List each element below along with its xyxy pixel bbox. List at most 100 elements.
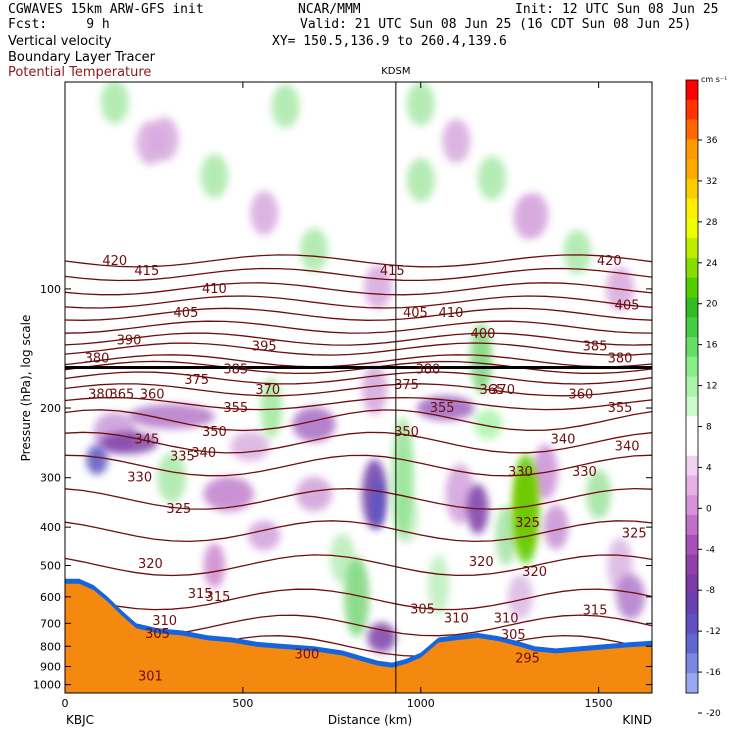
w-blob xyxy=(128,403,215,429)
theta-label: 305 xyxy=(145,627,170,642)
colorbar-swatch xyxy=(686,317,698,338)
w-blob xyxy=(157,452,187,503)
theta-contour xyxy=(65,588,652,611)
theta-label: 325 xyxy=(515,516,540,531)
y-axis-label: Pressure (hPa), log scale xyxy=(19,315,33,462)
w-blob xyxy=(495,505,517,566)
w-blob xyxy=(513,195,542,239)
theta-label: 295 xyxy=(515,652,540,667)
colorbar-swatch xyxy=(686,356,698,378)
colorbar-swatch xyxy=(686,435,698,457)
w-blob xyxy=(616,574,646,620)
terrain xyxy=(65,578,652,693)
model-title: CGWAVES 15km ARW-GFS init xyxy=(8,2,204,17)
w-blob xyxy=(200,154,229,198)
w-blob xyxy=(86,444,108,475)
colorbar-swatch xyxy=(686,257,698,279)
theta-label: 400 xyxy=(471,327,496,342)
theta-label: 350 xyxy=(202,425,227,440)
colorbar-swatch xyxy=(686,653,698,674)
theta-label: 340 xyxy=(615,439,640,454)
theta-label: 340 xyxy=(191,446,216,461)
colorbar-swatch xyxy=(686,337,698,358)
colorbar-swatch xyxy=(686,376,698,397)
xy-endpoints: XY= 150.5,136.9 to 260.4,139.6 xyxy=(272,34,507,49)
theta-label: 405 xyxy=(615,298,640,313)
w-blob xyxy=(136,121,165,165)
colorbar-label: 4 xyxy=(706,463,712,473)
colorbar-swatch xyxy=(686,139,698,160)
theta-label: 410 xyxy=(202,282,227,297)
theta-label: 380 xyxy=(85,352,110,367)
valid-time: Valid: 21 UTC Sun 08 Jun 25 (16 CDT Sun … xyxy=(300,17,692,32)
theta-contour xyxy=(65,307,652,321)
colorbar-swatch xyxy=(686,238,698,259)
theta-label: 395 xyxy=(252,340,277,355)
colorbar-label: 12 xyxy=(706,382,717,392)
theta-label: 415 xyxy=(134,264,159,279)
theta-label: 375 xyxy=(394,378,419,393)
x-axis: 0 500 1000 1500 xyxy=(62,82,613,710)
theta-label: 305 xyxy=(501,628,526,643)
theta-label: 335 xyxy=(170,449,195,464)
y-tick-label: 100 xyxy=(40,283,61,296)
colorbar-swatch xyxy=(686,633,698,654)
colorbar-label: 20 xyxy=(706,300,718,310)
colorbar-label: -4 xyxy=(706,545,715,555)
colorbar-label: -16 xyxy=(706,668,721,678)
w-blob xyxy=(563,230,592,274)
colorbar-swatch xyxy=(686,613,698,635)
theta-label: 415 xyxy=(380,264,405,279)
theta-label: 420 xyxy=(102,254,127,269)
colorbar-swatch xyxy=(686,416,698,437)
y-tick-label: 500 xyxy=(40,559,61,572)
forecast-hour: Fcst: 9 h xyxy=(8,17,110,32)
colorbar-swatch xyxy=(686,119,698,140)
y-tick-label: 700 xyxy=(40,617,61,630)
theta-label: 310 xyxy=(152,614,177,629)
w-blob xyxy=(203,542,226,588)
plot-frame xyxy=(64,81,653,694)
theta-label: 315 xyxy=(206,590,231,605)
y-axis: 100 200 300 400 500 600 700 800 900 1000 xyxy=(33,283,652,692)
colorbar-unit: cm s⁻¹ xyxy=(701,75,727,84)
w-blob xyxy=(406,158,435,202)
theta-label: 330 xyxy=(572,465,597,480)
colorbar-swatch xyxy=(686,277,698,299)
y-tick-label: 900 xyxy=(40,661,61,674)
theta-label: 365 xyxy=(479,383,504,398)
x-axis-label: Distance (km) xyxy=(328,713,412,727)
colorbar-swatch xyxy=(686,554,698,575)
theta-label: 365 xyxy=(110,388,135,403)
w-blob xyxy=(427,554,450,615)
x-tick-label: 1000 xyxy=(407,697,435,710)
theta-contour xyxy=(65,295,652,309)
colorbar-swatch xyxy=(686,495,698,516)
colorbar-swatch xyxy=(686,198,698,219)
x-tick-label: 500 xyxy=(232,697,253,710)
theta-contour xyxy=(65,520,652,543)
fcst-label: Fcst: xyxy=(8,17,48,32)
init-time: Init: 12 UTC Sun 08 Jun 25 xyxy=(515,2,719,17)
theta-label: 350 xyxy=(394,425,419,440)
theta-label: 300 xyxy=(295,648,320,663)
theta-label: 380 xyxy=(608,352,633,367)
w-blob xyxy=(300,228,329,272)
theta-contour xyxy=(65,320,652,334)
right-endpoint-label: KIND xyxy=(622,713,652,727)
w-blob xyxy=(586,469,612,520)
colorbar-swatch xyxy=(686,80,698,101)
theta-label: 370 xyxy=(255,383,280,398)
colorbar-label: 28 xyxy=(706,218,718,228)
station-marker-label: KDSM xyxy=(381,66,410,77)
colorbar-swatch xyxy=(686,455,698,476)
w-blob xyxy=(442,119,471,163)
colorbar-label: 0 xyxy=(706,504,712,514)
colorbar-label: 16 xyxy=(706,341,718,351)
colorbar-swatch xyxy=(686,218,698,239)
w-blob xyxy=(344,556,370,637)
theta-label: 330 xyxy=(127,471,152,486)
field-potential-temp: Potential Temperature xyxy=(8,65,152,80)
theta-label: 310 xyxy=(494,611,519,626)
theta-label: 360 xyxy=(568,388,593,403)
